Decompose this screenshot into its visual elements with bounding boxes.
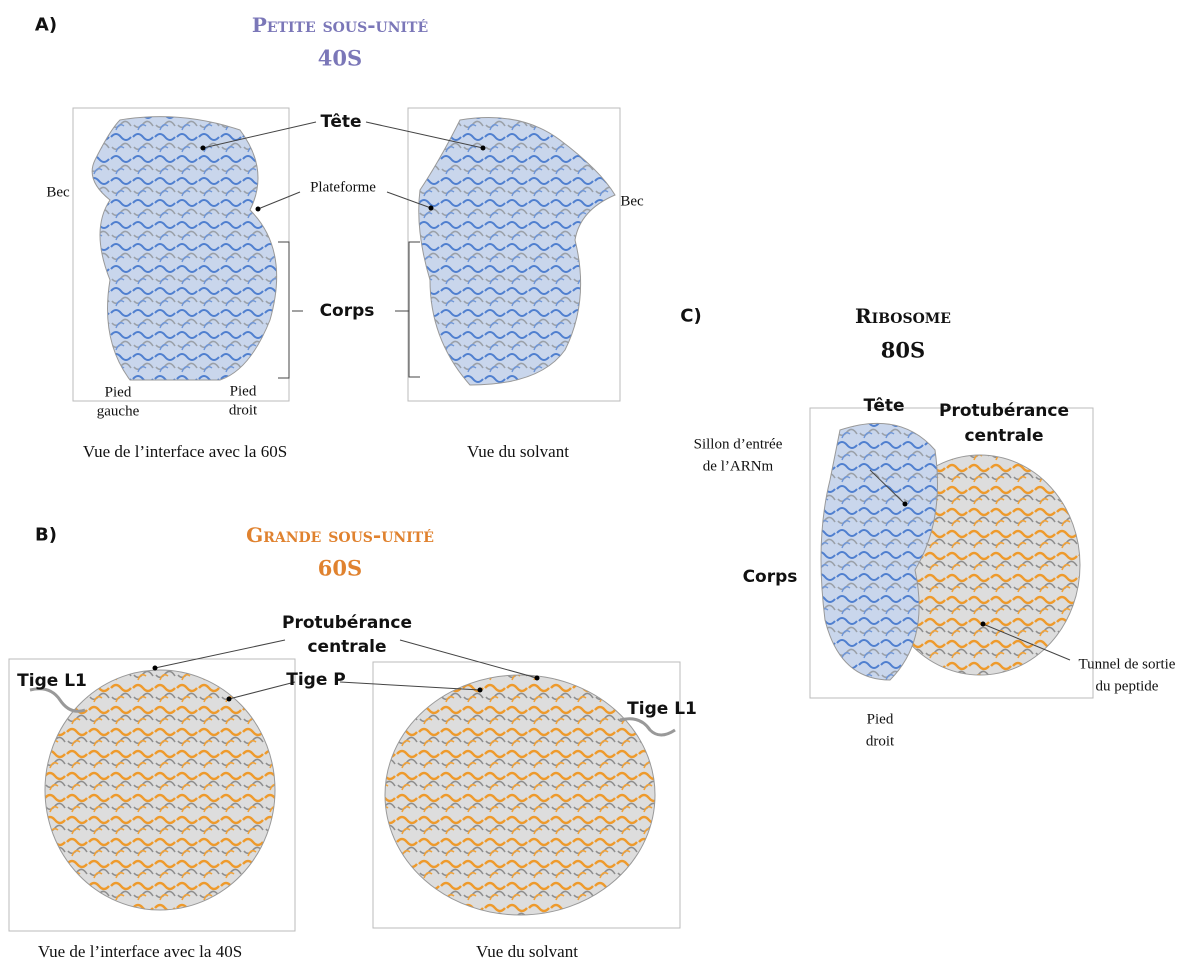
label: Bec bbox=[46, 185, 69, 202]
panel-letter: B) bbox=[35, 525, 57, 546]
caption: Vue du solvant bbox=[467, 442, 569, 462]
panel-title: Petite sous-unité bbox=[252, 13, 428, 37]
label: Bec bbox=[620, 194, 643, 211]
panel-subtitle: 80S bbox=[881, 338, 925, 363]
label: Sillon d’entrée bbox=[694, 437, 783, 454]
panel-title: Ribosome bbox=[855, 304, 951, 328]
figure-graphics bbox=[0, 0, 1199, 963]
structure-c bbox=[810, 408, 1093, 698]
label: Tige L1 bbox=[627, 699, 697, 719]
label: Tunnel de sortie bbox=[1079, 657, 1176, 674]
label: Tête bbox=[320, 112, 361, 132]
panel-letter: C) bbox=[680, 306, 701, 327]
label: Tige P bbox=[286, 670, 346, 690]
label: centrale bbox=[307, 637, 386, 657]
label: Pied bbox=[867, 712, 894, 729]
caption: Vue du solvant bbox=[476, 942, 578, 962]
structure-a1 bbox=[73, 108, 289, 401]
label: Protubérance bbox=[282, 613, 412, 633]
panel-subtitle: 60S bbox=[318, 556, 362, 581]
panel-letter: A) bbox=[35, 15, 57, 36]
page: {"panel_a": {"letter": "A)", "title": "P… bbox=[0, 0, 1199, 963]
label: du peptide bbox=[1096, 679, 1159, 696]
label: Tête bbox=[863, 396, 904, 416]
label: Pied bbox=[230, 384, 257, 401]
label: gauche bbox=[97, 404, 139, 421]
label: Plateforme bbox=[310, 180, 376, 197]
label: droit bbox=[866, 734, 894, 751]
caption: Vue de l’interface avec la 60S bbox=[83, 442, 287, 462]
panel-title: Grande sous-unité bbox=[246, 523, 434, 547]
label: Corps bbox=[320, 301, 375, 321]
label: droit bbox=[229, 403, 257, 420]
label: centrale bbox=[964, 426, 1043, 446]
label: Tige L1 bbox=[17, 671, 87, 691]
caption: Vue de l’interface avec la 40S bbox=[38, 942, 242, 962]
structure-b1 bbox=[9, 659, 295, 931]
label: Pied bbox=[105, 385, 132, 402]
panel-subtitle: 40S bbox=[318, 46, 362, 71]
label: Corps bbox=[743, 567, 798, 587]
structure-a2 bbox=[408, 108, 620, 401]
label: de l’ARNm bbox=[703, 459, 773, 476]
label: Protubérance bbox=[939, 401, 1069, 421]
